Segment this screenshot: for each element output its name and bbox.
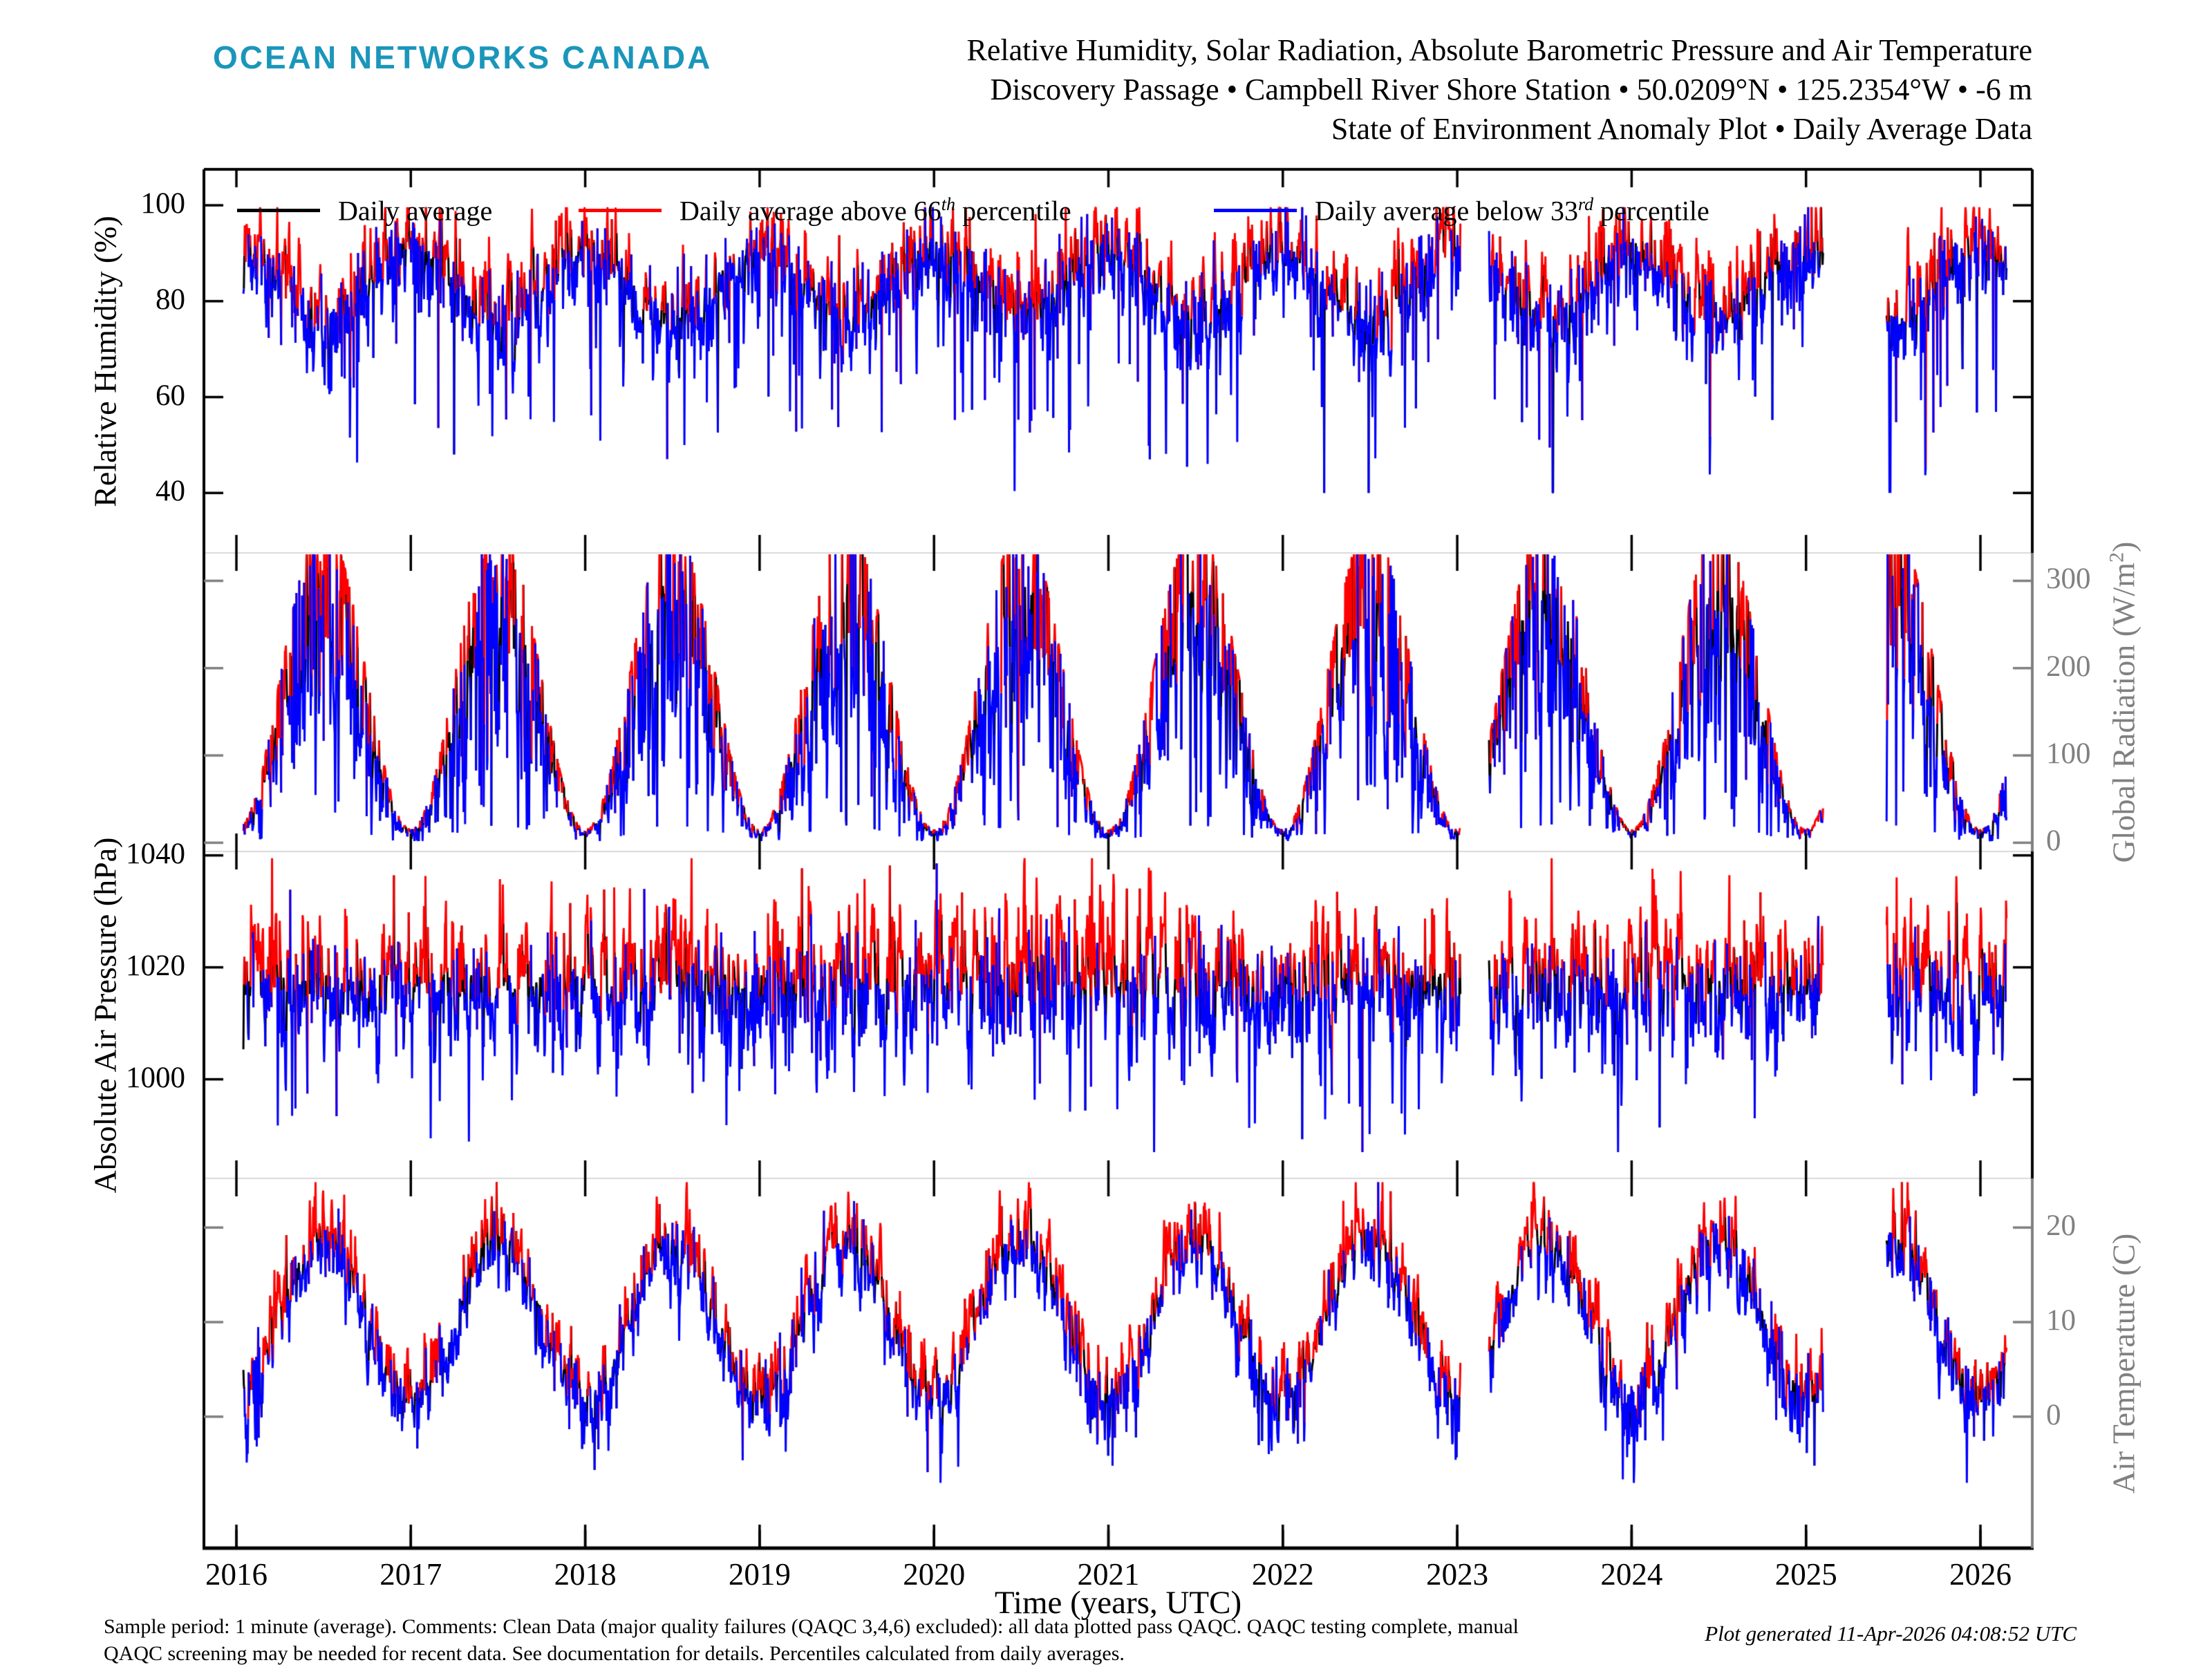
legend-label-daily-average: Daily average	[338, 194, 492, 227]
xtick-2022: 2022	[1251, 1557, 1314, 1592]
xtick-2016: 2016	[205, 1557, 268, 1592]
ytick-pressure-1000: 1000	[126, 1061, 185, 1094]
ytick-pressure-1020: 1020	[126, 949, 185, 982]
legend-label-sup: th	[941, 194, 955, 214]
ytick-humidity-80: 80	[156, 283, 185, 316]
legend-label-above-percentile: Daily average above 66th percentile	[679, 194, 1071, 227]
footer-line-2: QAQC screening may be needed for recent …	[104, 1642, 1125, 1665]
legend-label-text: percentile	[955, 195, 1071, 227]
ytick-radiation-0: 0	[2046, 825, 2061, 858]
ytick-temperature-10: 10	[2046, 1303, 2076, 1337]
xtick-2019: 2019	[728, 1557, 791, 1592]
onc-logo: OCEAN NETWORKS CANADA	[213, 39, 713, 75]
legend-item-above-percentile: Daily average above 66th percentile	[579, 194, 1071, 227]
legend-label-sup: rd	[1577, 194, 1594, 214]
legend-item-daily-average: Daily average	[237, 194, 492, 227]
ytick-radiation-200: 200	[2046, 650, 2091, 683]
ytick-temperature-20: 20	[2046, 1209, 2076, 1243]
legend-label-text: Daily average above 66	[679, 195, 941, 227]
legend-label-text: percentile	[1593, 195, 1709, 227]
xtick-2025: 2025	[1774, 1557, 1837, 1592]
legend-label-below-percentile: Daily average below 33rd percentile	[1315, 194, 1709, 227]
title-line-3: State of Environment Anomaly Plot • Dail…	[1331, 112, 2032, 146]
footer-line-1: Sample period: 1 minute (average). Comme…	[104, 1615, 1519, 1638]
ytick-pressure-1040: 1040	[126, 837, 185, 870]
legend: Daily average Daily average above 66th p…	[0, 194, 2212, 227]
xtick-2023: 2023	[1426, 1557, 1489, 1592]
title-line-1: Relative Humidity, Solar Radiation, Abso…	[966, 33, 2032, 67]
xtick-2021: 2021	[1077, 1557, 1140, 1592]
ytick-humidity-40: 40	[156, 475, 185, 508]
temperature-axis-label: Air Temperature (C)	[2106, 1233, 2141, 1494]
footer: Sample period: 1 minute (average). Comme…	[104, 1613, 1519, 1667]
xtick-2020: 2020	[903, 1557, 966, 1592]
title-block: Relative Humidity, Solar Radiation, Abso…	[967, 30, 2032, 149]
ytick-humidity-60: 60	[156, 379, 185, 412]
ytick-radiation-100: 100	[2046, 737, 2091, 771]
legend-line-above-percentile	[579, 209, 662, 213]
ytick-temperature-0: 0	[2046, 1398, 2061, 1431]
legend-label-text: Daily average	[338, 195, 493, 227]
pressure-axis-label: Absolute Air Pressure (hPa)	[87, 837, 123, 1193]
xtick-2018: 2018	[554, 1557, 617, 1592]
legend-label-text: Daily average below 33	[1315, 195, 1578, 227]
legend-item-below-percentile: Daily average below 33rd percentile	[1214, 194, 1709, 227]
ytick-humidity-100: 100	[140, 187, 186, 220]
xtick-2017: 2017	[379, 1557, 442, 1592]
xtick-2026: 2026	[1949, 1557, 2012, 1592]
humidity-axis-label: Relative Humidity (%)	[87, 215, 123, 507]
plot-generated-note: Plot generated 11-Apr-2026 04:08:52 UTC	[1705, 1621, 2077, 1646]
title-line-2: Discovery Passage • Campbell River Shore…	[990, 73, 2033, 106]
xtick-2024: 2024	[1600, 1557, 1663, 1592]
ytick-radiation-300: 300	[2046, 563, 2091, 596]
legend-line-daily-average	[237, 209, 320, 213]
x-axis-label: Time (years, UTC)	[994, 1585, 1242, 1621]
legend-line-below-percentile	[1214, 209, 1297, 213]
